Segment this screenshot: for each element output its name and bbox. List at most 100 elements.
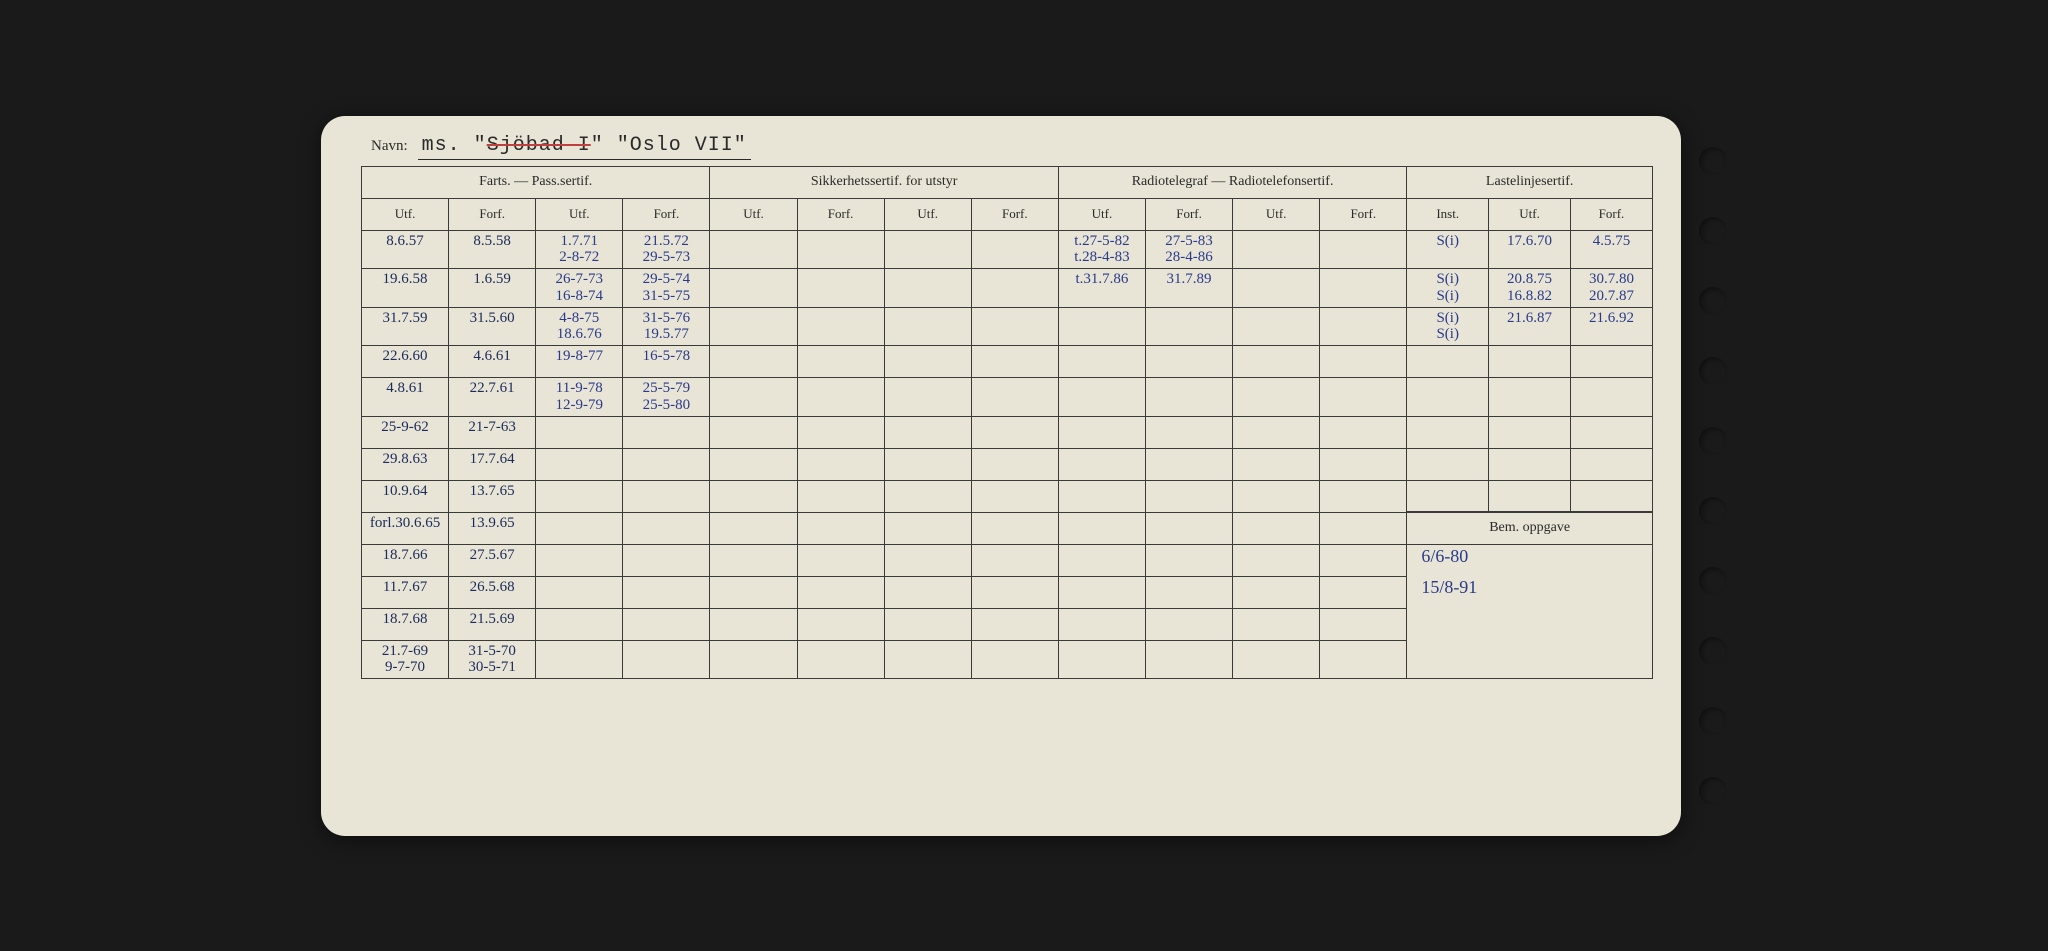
cell-radio [1320,378,1407,417]
h-farts-utf2: Utf. [536,198,623,230]
cell-radio [1145,608,1232,640]
handwritten-value: 26.5.68 [470,579,515,595]
handwritten-value: 1.6.59 [473,271,511,287]
cell-farts: 13.9.65 [449,512,536,544]
handwritten-value: 8.6.57 [386,233,424,249]
cell-radio [1058,640,1145,679]
cell-radio [1320,576,1407,608]
cell-farts: 19-8-77 [536,346,623,378]
cell-farts [536,576,623,608]
cell-laste: 30.7.80 20.7.87 [1570,269,1652,308]
cell-laste: 4.5.75 [1570,230,1652,269]
handwritten-value: 1.7.71 2-8-72 [559,233,599,266]
table-row: 4.8.6122.7.6111-9-78 12-9-7925-5-79 25-5… [362,378,1653,417]
cell-radio [1233,640,1320,679]
cell-radio [1058,378,1145,417]
cell-farts: 8.5.58 [449,230,536,269]
punch-hole [1699,147,1727,175]
cell-radio [1058,480,1145,512]
cell-laste: S(i) [1407,230,1489,269]
handwritten-value: 19-8-77 [556,348,604,364]
cell-radio [1233,512,1320,544]
handwritten-value: 29-5-74 31-5-75 [643,271,691,304]
cell-sikkerhet [797,269,884,308]
cell-sikkerhet [884,346,971,378]
cell-farts: 25-9-62 [362,416,449,448]
cell-sikkerhet [884,544,971,576]
cell-radio [1145,480,1232,512]
cell-farts [536,480,623,512]
cell-farts [623,448,710,480]
cell-sikkerhet [797,230,884,269]
punch-hole [1699,357,1727,385]
cell-farts [536,512,623,544]
navn-value: ms. "Sjöbad I" "Oslo VII" [418,134,751,160]
cell-farts: 18.7.68 [362,608,449,640]
handwritten-value: 31-5-70 30-5-71 [468,643,516,676]
handwritten-value: 21.5.72 29-5-73 [643,233,691,266]
h-farts-utf1: Utf. [362,198,449,230]
cell-sikkerhet [884,307,971,346]
handwritten-value: 21.6.92 [1589,310,1634,326]
cell-radio [1058,346,1145,378]
handwritten-value: 10.9.64 [383,483,428,499]
cell-radio [1233,269,1320,308]
handwritten-value: 18.7.68 [383,611,428,627]
cell-sikkerhet [884,448,971,480]
cell-farts: 21.5.72 29-5-73 [623,230,710,269]
cell-farts [623,640,710,679]
handwritten-value: 26-7-73 16-8-74 [556,271,604,304]
cell-sikkerhet [884,230,971,269]
cell-sikkerhet [710,608,797,640]
table-row: 18.7.6821.5.69 [362,608,1653,640]
cell-sikkerhet [710,480,797,512]
table-row: 11.7.67 26.5.68 15/8-91 [362,576,1653,608]
cell-farts: 11-9-78 12-9-79 [536,378,623,417]
cell-radio [1233,378,1320,417]
cell-sikkerhet [710,230,797,269]
cell-farts [623,608,710,640]
cell-farts: 31.7.59 [362,307,449,346]
cell-radio [1058,576,1145,608]
bem-cell [1407,608,1653,640]
cell-laste [1407,480,1489,512]
cell-laste [1489,448,1571,480]
cell-radio [1233,448,1320,480]
handwritten-value: 13.7.65 [470,483,515,499]
bem-cell [1407,640,1653,679]
cell-laste [1489,416,1571,448]
handwritten-value: 15/8-91 [1421,577,1477,597]
cell-sikkerhet [710,378,797,417]
cell-sikkerhet [971,640,1058,679]
cell-sikkerhet [797,480,884,512]
cell-farts [623,480,710,512]
cell-sikkerhet [884,416,971,448]
handwritten-value: 22.6.60 [383,348,428,364]
cell-sikkerhet [971,269,1058,308]
handwritten-value: 31.7.59 [383,310,428,326]
handwritten-value: 4.5.75 [1593,233,1631,249]
cell-farts: 11.7.67 [362,576,449,608]
cell-radio [1058,512,1145,544]
handwritten-value: 27.5.67 [470,547,515,563]
handwritten-value: 21-7-63 [468,419,516,435]
cell-farts: 31-5-70 30-5-71 [449,640,536,679]
handwritten-value: 31.7.89 [1167,271,1212,287]
cell-laste [1407,416,1489,448]
h-sik-utf1: Utf. [710,198,797,230]
cell-farts [536,608,623,640]
cell-sikkerhet [884,378,971,417]
sub-header-row: Utf. Forf. Utf. Forf. Utf. Forf. Utf. Fo… [362,198,1653,230]
cell-sikkerhet [971,512,1058,544]
cell-laste [1489,378,1571,417]
table-head: Farts. — Pass.sertif. Sikkerhetssertif. … [362,166,1653,230]
cell-farts: 21-7-63 [449,416,536,448]
cell-laste [1489,346,1571,378]
cell-radio [1320,448,1407,480]
cell-sikkerhet [971,346,1058,378]
h-laste-inst: Inst. [1407,198,1489,230]
handwritten-value: t.27-5-82 t.28-4-83 [1074,233,1129,266]
handwritten-value: S(i) [1436,233,1459,249]
cell-laste [1489,480,1571,512]
cell-sikkerhet [884,608,971,640]
